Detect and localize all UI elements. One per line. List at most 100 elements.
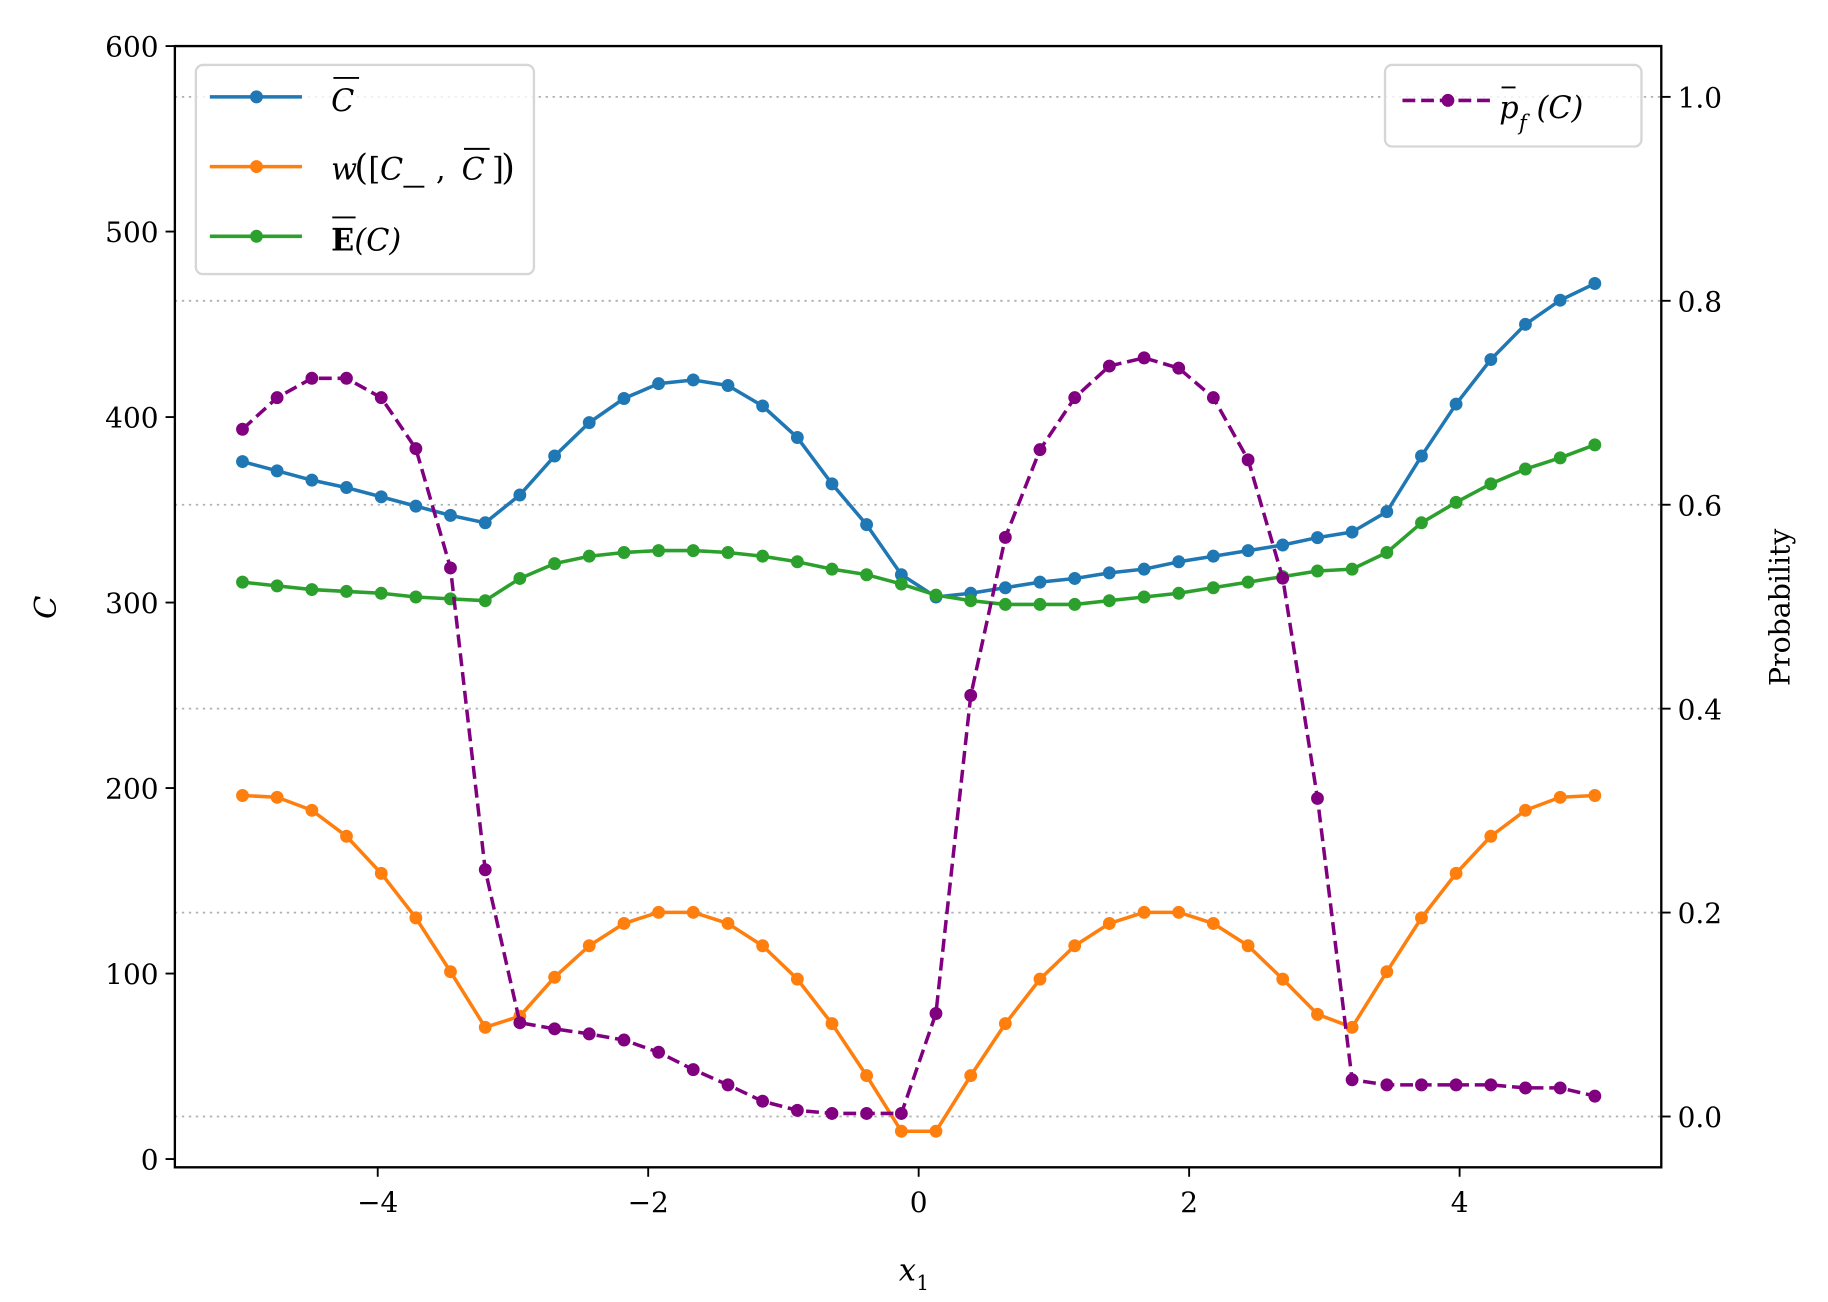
data-point <box>1206 391 1220 405</box>
data-point <box>929 1007 943 1021</box>
data-point <box>1345 525 1359 539</box>
data-point <box>1519 317 1532 331</box>
data-point <box>1380 545 1394 559</box>
gridlines <box>174 95 1662 1118</box>
legend-entry-c-upper: C <box>209 77 360 119</box>
plot-frame <box>173 44 1663 1169</box>
data-point <box>548 1022 562 1036</box>
data-point <box>1241 575 1255 589</box>
y-tick-label: 600 <box>105 31 158 64</box>
data-point <box>1588 788 1602 802</box>
data-point <box>1553 790 1567 804</box>
data-point <box>686 544 700 558</box>
data-point <box>1137 351 1151 365</box>
data-point <box>582 549 596 563</box>
data-point <box>1241 939 1255 953</box>
series-width <box>236 788 1602 1138</box>
series-line <box>242 443 1596 607</box>
data-point <box>340 829 353 843</box>
data-point <box>929 1124 943 1138</box>
y-tick-label: 200 <box>105 773 158 806</box>
data-point <box>1137 562 1151 576</box>
series-line <box>242 281 1596 599</box>
data-point <box>686 905 700 919</box>
legend-label-pf-p: p <box>1499 91 1518 126</box>
y-tick-label: 500 <box>105 216 158 249</box>
data-point <box>1415 911 1428 925</box>
y-right-tick-label: 0.2 <box>1678 897 1722 930</box>
data-point <box>617 392 631 406</box>
data-point <box>1484 829 1498 843</box>
data-point <box>860 1069 874 1083</box>
data-point <box>1311 1007 1324 1021</box>
svg-text:): ) <box>501 147 515 188</box>
data-point <box>1380 965 1394 979</box>
data-point <box>790 972 804 986</box>
data-point <box>1033 597 1047 611</box>
data-point <box>929 588 943 602</box>
legend-entry-width: w ( [ C , C ] ) <box>209 147 515 189</box>
circle-marker-icon <box>250 229 263 243</box>
data-point <box>236 788 249 802</box>
data-point <box>582 939 596 953</box>
data-point <box>270 391 284 405</box>
data-point <box>478 863 492 877</box>
data-point <box>721 545 735 559</box>
data-point <box>374 586 388 600</box>
data-point <box>1276 972 1290 986</box>
data-point <box>894 1124 908 1138</box>
data-point <box>374 391 388 405</box>
data-point <box>582 416 596 430</box>
data-point <box>236 575 249 589</box>
data-point <box>1345 1073 1359 1087</box>
data-point <box>964 688 978 702</box>
series-pf_upper <box>236 351 1602 1120</box>
svg-text:]: ] <box>492 152 504 187</box>
data-point <box>409 911 423 925</box>
legend-label-expectation-e: E <box>331 222 354 258</box>
data-point <box>1068 597 1082 611</box>
legend-left: C w ( [ C , C ] ) E (C) <box>194 63 536 276</box>
data-point <box>548 449 562 463</box>
y-tick-label: 100 <box>105 958 158 991</box>
data-point <box>1588 438 1602 452</box>
data-point <box>617 916 631 930</box>
data-point <box>686 1063 700 1077</box>
data-point <box>340 481 353 495</box>
data-point <box>860 518 874 532</box>
data-point <box>894 577 908 591</box>
y-axis-label-left: C <box>29 596 64 619</box>
data-point <box>617 1033 631 1047</box>
y-axis-left: 0 100 200 300 400 500 600 <box>105 31 175 1177</box>
data-point <box>1449 495 1463 509</box>
data-point <box>1068 391 1082 405</box>
data-point <box>1241 544 1255 558</box>
data-point <box>236 455 249 469</box>
data-point <box>756 939 770 953</box>
data-point <box>548 970 562 984</box>
legend-label-pf-sub: f <box>1517 110 1530 135</box>
data-point <box>894 568 908 582</box>
x-tick-label: −4 <box>357 1186 398 1219</box>
data-point <box>825 477 839 491</box>
y-axis-label-right: Probability <box>1764 528 1797 686</box>
data-point <box>1553 293 1567 307</box>
data-point <box>270 579 284 593</box>
data-point <box>1484 477 1498 491</box>
data-point <box>825 562 839 576</box>
legend-label-c-upper: C <box>331 84 354 119</box>
data-point <box>1206 581 1220 595</box>
data-point <box>1206 549 1220 563</box>
data-point <box>1519 462 1532 476</box>
data-point <box>513 571 527 585</box>
data-point <box>409 499 423 513</box>
y-right-tick-label: 0.4 <box>1678 693 1722 726</box>
data-point <box>1415 449 1428 463</box>
data-point <box>444 965 457 979</box>
data-point <box>444 508 457 522</box>
circle-marker-icon <box>250 90 263 104</box>
data-point <box>1449 397 1463 411</box>
y-right-tick-label: 0.0 <box>1678 1101 1722 1134</box>
data-point <box>652 905 666 919</box>
data-point <box>1276 571 1290 585</box>
